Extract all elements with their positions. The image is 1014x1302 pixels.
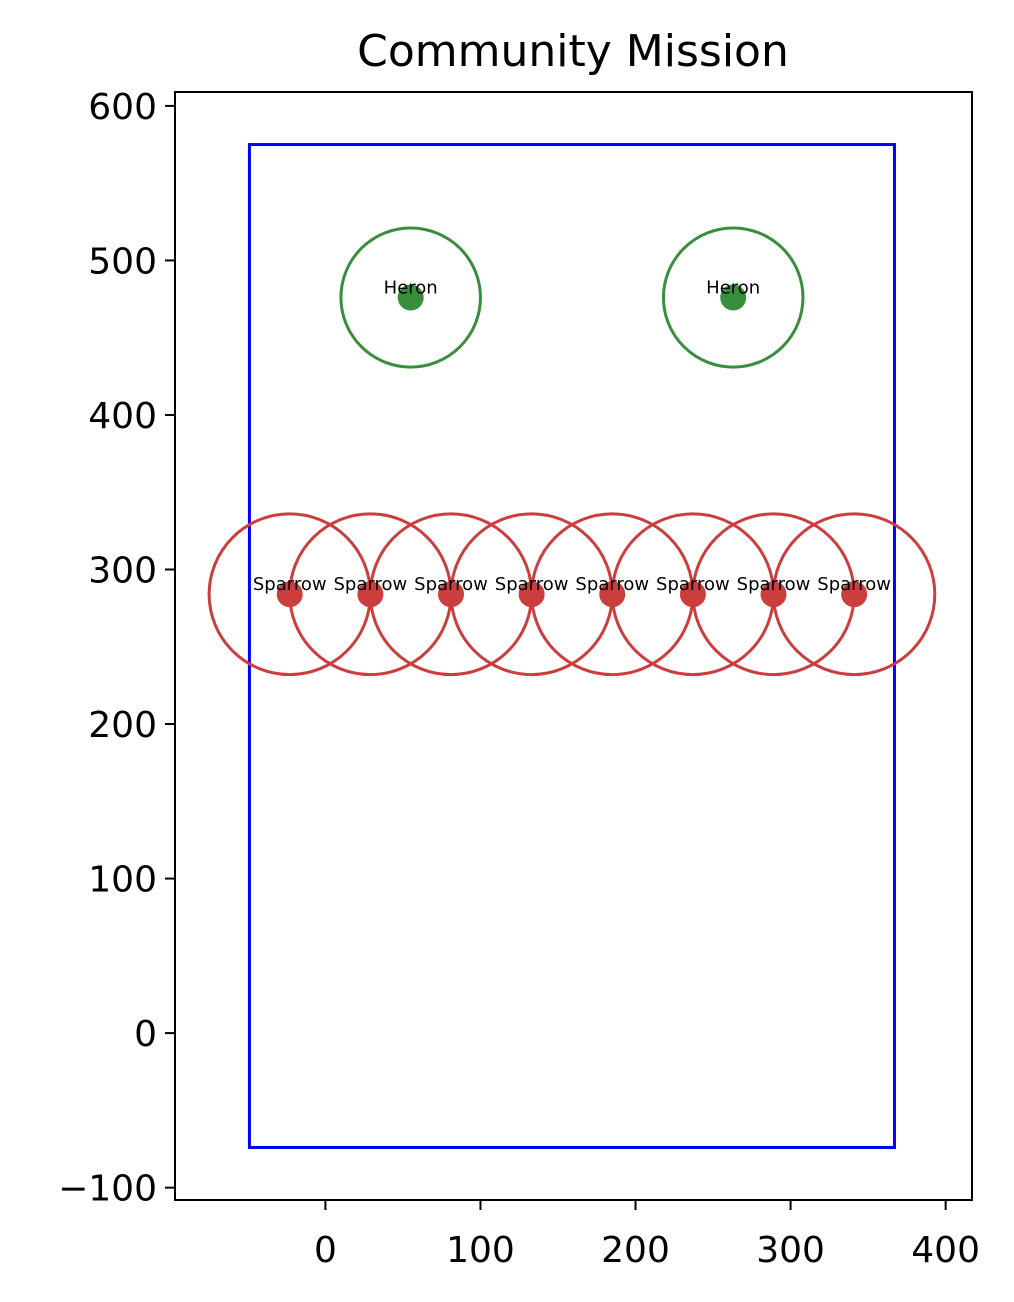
point-sparrow <box>841 581 868 608</box>
y-tick-label: 0 <box>134 1014 157 1055</box>
x-tick-label: 0 <box>314 1230 337 1271</box>
point-sparrow <box>357 581 384 608</box>
x-tick-label: 200 <box>601 1230 670 1271</box>
y-tick-label: 500 <box>88 241 157 282</box>
x-tick-label: 400 <box>911 1230 980 1271</box>
point-heron <box>397 284 424 311</box>
point-sparrow <box>679 581 706 608</box>
point-sparrow <box>438 581 465 608</box>
point-label-sparrow: Sparrow <box>656 574 730 595</box>
y-tick-label: −100 <box>58 1169 157 1210</box>
y-tick-label: 300 <box>88 551 157 592</box>
point-sparrow <box>518 581 545 608</box>
point-label-sparrow: Sparrow <box>575 574 649 595</box>
point-label-sparrow: Sparrow <box>253 574 327 595</box>
y-tick-label: 600 <box>88 87 157 128</box>
point-heron <box>720 284 747 311</box>
point-label-heron: Heron <box>706 278 760 299</box>
point-sparrow <box>599 581 626 608</box>
x-axis: 0 100 200 300 400 <box>314 1200 980 1271</box>
y-axis: −100 0 100 200 300 400 500 600 <box>58 87 175 1210</box>
x-tick-label: 300 <box>756 1230 825 1271</box>
y-tick-label: 200 <box>88 705 157 746</box>
point-label-sparrow: Sparrow <box>495 574 569 595</box>
point-label-sparrow: Sparrow <box>737 574 811 595</box>
range-circle-heron <box>339 226 482 369</box>
boundary-rect <box>247 143 896 1149</box>
point-label-heron: Heron <box>384 278 438 299</box>
point-label-sparrow: Sparrow <box>334 574 408 595</box>
chart-title: Community Mission <box>357 26 789 77</box>
point-sparrow <box>760 581 787 608</box>
plot-area: Heron Heron Sparrow Sparrow Sparrow Sparrow Sp… <box>207 143 937 1149</box>
point-label-sparrow: Sparrow <box>817 574 891 595</box>
y-tick-label: 400 <box>88 396 157 437</box>
range-circle-heron <box>661 226 805 369</box>
point-label-sparrow: Sparrow <box>414 574 488 595</box>
x-tick-label: 100 <box>446 1230 515 1271</box>
axes-frame <box>174 91 973 1201</box>
y-tick-label: 100 <box>88 860 157 901</box>
point-sparrow <box>276 581 303 608</box>
